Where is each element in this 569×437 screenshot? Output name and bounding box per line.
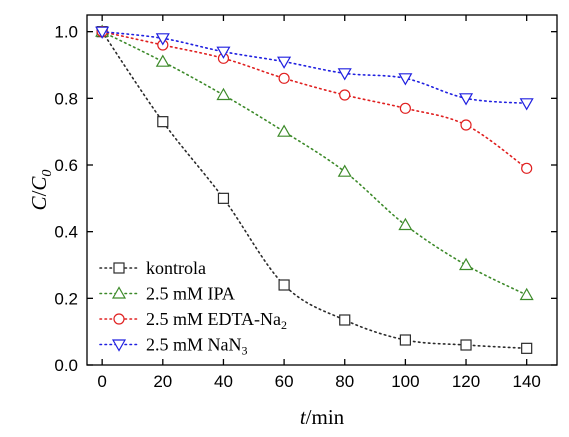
plot-frame (86, 14, 558, 366)
legend-label-text: 2.5 mM EDTA-Na (146, 309, 281, 329)
data-point (277, 124, 292, 137)
legend-entry: kontrola (99, 258, 206, 278)
legend-label-text: 2.5 mM NaN (146, 335, 242, 355)
legend-marker (111, 339, 127, 352)
x-tick-label: 140 (512, 372, 540, 391)
data-point (458, 257, 474, 271)
data-point (216, 46, 231, 59)
legend-marker (111, 286, 127, 299)
axis-ticks: 0 20 40 60 80 100 120 140 0.0 0.2 0.4 0.6 0.8 1.0 (54, 15, 557, 391)
data-point (521, 342, 533, 354)
x-tick-label: 20 (153, 372, 172, 391)
y-tick-label: 1.0 (54, 23, 78, 42)
y-axis-label-group: C/C0 (27, 170, 55, 211)
x-axis-label-var: t (300, 405, 307, 429)
legend-label: 2.5 mM EDTA-Na2 (146, 309, 287, 332)
y-axis-label-subscript: 0 (40, 170, 55, 177)
x-tick-label: 60 (275, 372, 294, 391)
series-layer (95, 24, 534, 354)
x-tick-label: 100 (391, 372, 419, 391)
legend-marker (113, 313, 125, 325)
data-point (337, 68, 352, 81)
data-point (460, 339, 472, 351)
data-point (157, 116, 169, 128)
y-axis-label-var: C (27, 195, 51, 210)
data-point (278, 279, 290, 291)
legend-marker (113, 262, 125, 274)
data-point (278, 72, 290, 84)
series-3 (95, 26, 534, 111)
data-point (216, 87, 231, 101)
data-point (399, 334, 411, 346)
x-axis-label-unit: /min (306, 405, 345, 429)
data-point (398, 217, 413, 231)
y-axis-label-var2: C (27, 176, 51, 191)
x-tick-label: 80 (335, 372, 354, 391)
data-point (155, 33, 170, 46)
y-tick-label: 0.0 (54, 356, 78, 375)
data-point (339, 314, 351, 326)
y-tick-label: 0.4 (54, 223, 78, 242)
x-tick-label: 0 (97, 372, 106, 391)
data-point (521, 162, 533, 174)
series-1 (95, 24, 534, 301)
data-point (399, 102, 411, 114)
legend-entry: 2.5 mM EDTA-Na2 (99, 309, 287, 332)
data-point (337, 164, 352, 177)
data-point (277, 56, 292, 69)
legend-label-text: 2.5 mM IPA (146, 284, 235, 304)
series-line (101, 30, 528, 350)
data-point (519, 287, 534, 301)
y-axis-label-slash: / (27, 190, 51, 196)
legend-label-subscript: 2 (281, 318, 287, 332)
legend-label: 2.5 mM IPA (146, 284, 235, 304)
data-point (519, 98, 534, 111)
legend-label-text: kontrola (146, 258, 206, 278)
y-tick-label: 0.6 (54, 156, 78, 175)
x-axis-label: t/min (300, 405, 345, 429)
series-0 (96, 26, 533, 354)
series-line (101, 30, 528, 296)
y-tick-label: 0.2 (54, 289, 78, 308)
data-point (95, 26, 110, 39)
data-point (339, 89, 351, 101)
data-point (398, 73, 413, 86)
data-point (217, 192, 230, 204)
data-point (458, 93, 474, 106)
legend-label: 2.5 mM NaN3 (146, 335, 248, 358)
legend-entry: 2.5 mM IPA (99, 284, 235, 304)
y-tick-label: 0.8 (54, 89, 78, 108)
y-axis-label: C/C0 (27, 170, 55, 211)
series-line (101, 30, 528, 105)
x-tick-label: 120 (452, 372, 480, 391)
x-tick-label: 40 (214, 372, 233, 391)
data-point (460, 119, 472, 131)
legend-label: kontrola (146, 258, 206, 278)
legend-entry: 2.5 mM NaN3 (99, 335, 248, 358)
legend-label-subscript: 3 (242, 344, 248, 358)
data-point (155, 54, 170, 67)
